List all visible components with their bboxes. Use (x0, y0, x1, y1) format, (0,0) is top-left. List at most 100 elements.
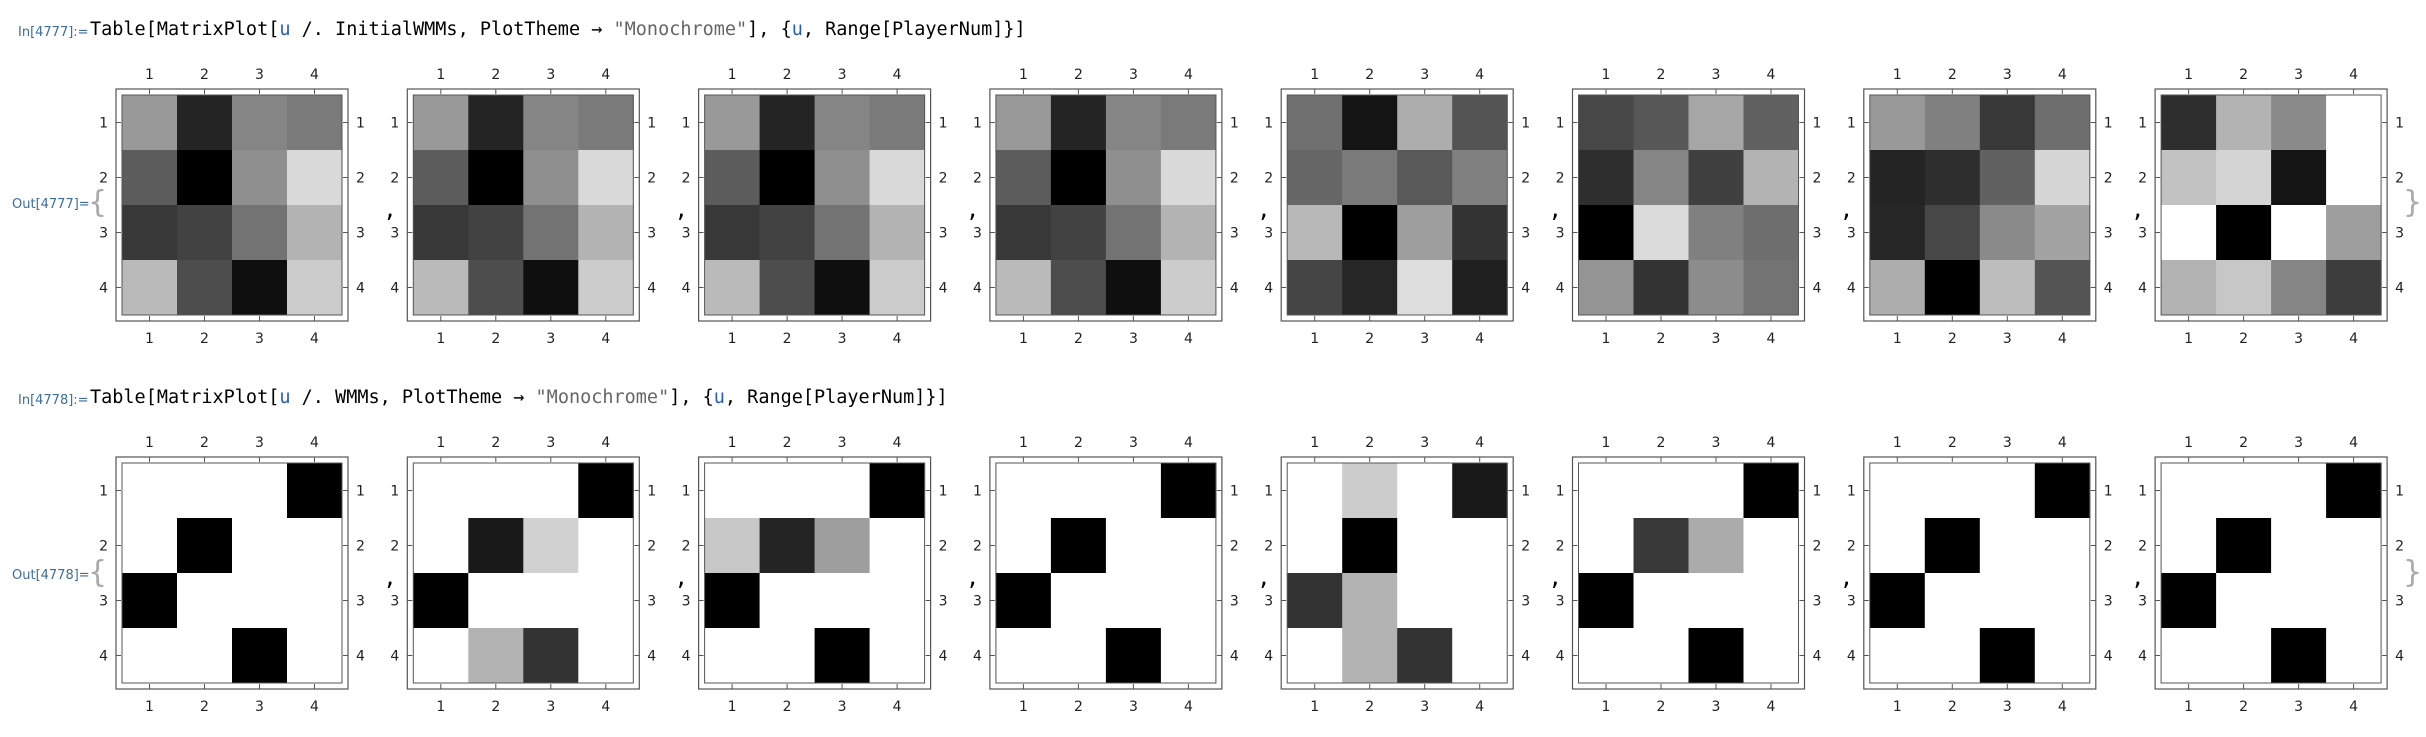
row-tick-label: 1 (2395, 484, 2404, 500)
matrix-cell (413, 463, 469, 519)
row-tick-label: 1 (1521, 116, 1530, 132)
matrix-cell (413, 573, 469, 629)
matrix-cell (1633, 205, 1689, 261)
row-tick-label: 3 (390, 594, 399, 610)
matrix-cell (578, 628, 634, 684)
output-label: Out[4777]= (12, 197, 90, 212)
row-tick-label: 4 (1521, 281, 1530, 297)
list-separator: , (383, 198, 396, 223)
row-tick-label: 3 (2138, 226, 2147, 242)
col-tick-label: 3 (1420, 435, 1429, 451)
row-tick-label: 1 (973, 116, 982, 132)
col-tick-label: 1 (2184, 67, 2193, 83)
col-tick-label: 2 (200, 435, 209, 451)
matrix-cell (578, 463, 634, 519)
col-tick-label: 4 (2058, 67, 2067, 83)
matrix-cell (1924, 260, 1981, 316)
col-tick-label: 1 (436, 67, 445, 83)
matrix-cell (232, 628, 288, 684)
plot-inner-border (412, 94, 634, 316)
row-tick-label: 1 (390, 116, 399, 132)
col-tick-label: 4 (601, 67, 610, 83)
col-tick-label: 2 (491, 699, 500, 715)
list-separator: , (1549, 566, 1562, 591)
matrix-cell (468, 573, 524, 629)
col-tick-label: 3 (2294, 67, 2303, 83)
col-tick-label: 4 (1475, 699, 1484, 715)
col-tick-label: 1 (1310, 67, 1319, 83)
matrix-cell (1924, 463, 1981, 519)
row-tick-label: 3 (682, 594, 691, 610)
row-tick-label: 1 (356, 484, 365, 500)
col-tick-label: 1 (1893, 699, 1902, 715)
row-tick-label: 1 (939, 484, 948, 500)
matrix-cell (995, 463, 1052, 519)
row-tick-label: 3 (682, 226, 691, 242)
row-tick-label: 2 (2104, 171, 2113, 187)
matrix-cell (1688, 573, 1744, 629)
list-separator: , (1840, 198, 1853, 223)
col-tick-label: 3 (838, 435, 847, 451)
matrix-cell (1743, 95, 1799, 151)
plot-inner-border (995, 94, 1217, 316)
matrix-cell (995, 95, 1052, 151)
matrix-cell (1397, 463, 1453, 519)
row-tick-label: 1 (99, 116, 108, 132)
row-tick-label: 3 (1521, 594, 1530, 610)
row-tick-label: 1 (2138, 484, 2147, 500)
col-tick-label: 4 (310, 435, 319, 451)
row-tick-label: 1 (1230, 116, 1239, 132)
code-text: ], { (747, 19, 792, 40)
input-code[interactable]: Table[MatrixPlot[u /. WMMs, PlotTheme → … (90, 387, 948, 408)
matrix-cell (1287, 518, 1343, 574)
matrix-cell (2216, 628, 2272, 684)
col-tick-label: 2 (1948, 435, 1957, 451)
col-tick-label: 4 (893, 67, 902, 83)
matrix-cell (1342, 573, 1398, 629)
matrix-cell (1633, 628, 1689, 684)
row-tick-label: 1 (1847, 484, 1856, 500)
matrix-cell (1050, 463, 1107, 519)
col-tick-label: 3 (2003, 699, 2012, 715)
col-tick-label: 1 (728, 67, 737, 83)
row-tick-label: 4 (1556, 281, 1565, 297)
matrix-cell (468, 260, 524, 316)
matrix-cell (2034, 573, 2091, 629)
matrix-cell (2161, 150, 2217, 206)
row-tick-label: 1 (647, 116, 656, 132)
plot-inner-border (2160, 94, 2382, 316)
plot-inner-border (995, 462, 1217, 684)
col-tick-label: 2 (491, 435, 500, 451)
row-tick-label: 2 (1521, 171, 1530, 187)
matrix-cell (704, 150, 761, 206)
matrix-cell (1397, 95, 1453, 151)
col-tick-label: 1 (145, 699, 154, 715)
matrix-cell (814, 628, 871, 684)
matrix-cell (1397, 150, 1453, 206)
input-code[interactable]: Table[MatrixPlot[u /. InitialWMMs, PlotT… (90, 19, 1026, 40)
col-tick-label: 3 (255, 435, 264, 451)
col-tick-label: 2 (200, 67, 209, 83)
matrix-cell (468, 205, 524, 261)
matrix-cell (1578, 573, 1634, 629)
plot-inner-border (1286, 462, 1508, 684)
input-label: In[4777]:= (18, 25, 89, 40)
matrix-cell (2161, 628, 2217, 684)
matrix-cell (2034, 95, 2091, 151)
matrix-cell (287, 150, 343, 206)
col-tick-label: 2 (2239, 67, 2248, 83)
matrix-cell (869, 463, 926, 519)
row-tick-label: 3 (973, 594, 982, 610)
matrix-cell (1633, 463, 1689, 519)
matrix-cell (704, 260, 761, 316)
col-tick-label: 4 (601, 699, 610, 715)
col-tick-label: 4 (2058, 331, 2067, 347)
matrix-cell (869, 95, 926, 151)
matrix-cell (1633, 150, 1689, 206)
col-tick-label: 3 (255, 67, 264, 83)
row-tick-label: 2 (1847, 171, 1856, 187)
row-tick-label: 4 (682, 649, 691, 665)
row-tick-label: 3 (1813, 594, 1822, 610)
matrix-cell (287, 95, 343, 151)
row-tick-label: 3 (1556, 226, 1565, 242)
